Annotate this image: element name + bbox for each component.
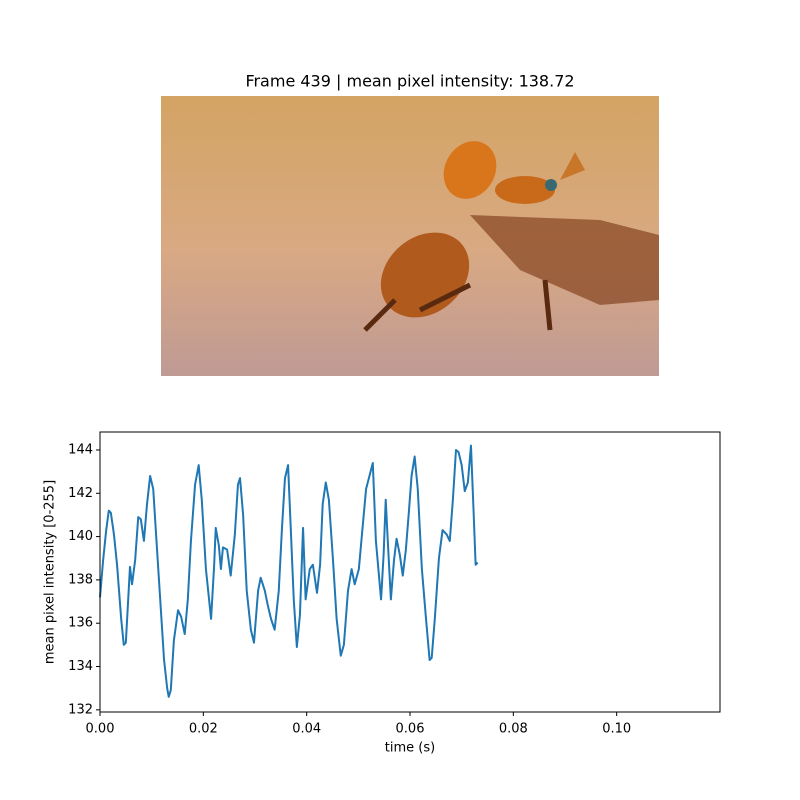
y-axis-label: mean pixel intensity [0-255] <box>43 480 58 664</box>
plot: 0.00 0.02 0.04 0.06 0.08 0.10 132 134 136 138 140 1… <box>43 431 721 756</box>
chart-title: Frame 439 | mean pixel intensity: 138.72 <box>245 72 574 91</box>
x-tick-label: 0.08 <box>499 722 528 737</box>
x-tick-label: 0.04 <box>292 722 321 737</box>
data-line <box>99 444 479 698</box>
x-tick-label: 0.10 <box>602 722 631 737</box>
frame-image <box>161 96 659 376</box>
y-tick-label: 142 <box>68 486 93 501</box>
y-tick-label: 132 <box>68 702 93 717</box>
plot-frame <box>99 431 721 713</box>
y-tick-label: 134 <box>68 659 93 674</box>
x-tick-label: 0.06 <box>396 722 425 737</box>
x-tick-label: 0.00 <box>86 722 115 737</box>
x-tick-label: 0.02 <box>189 722 218 737</box>
x-axis-label: time (s) <box>385 741 435 756</box>
y-tick-label: 136 <box>68 616 93 631</box>
y-tick-label: 140 <box>68 529 93 544</box>
y-tick-label: 138 <box>68 572 93 587</box>
y-tick-label: 144 <box>68 442 93 457</box>
